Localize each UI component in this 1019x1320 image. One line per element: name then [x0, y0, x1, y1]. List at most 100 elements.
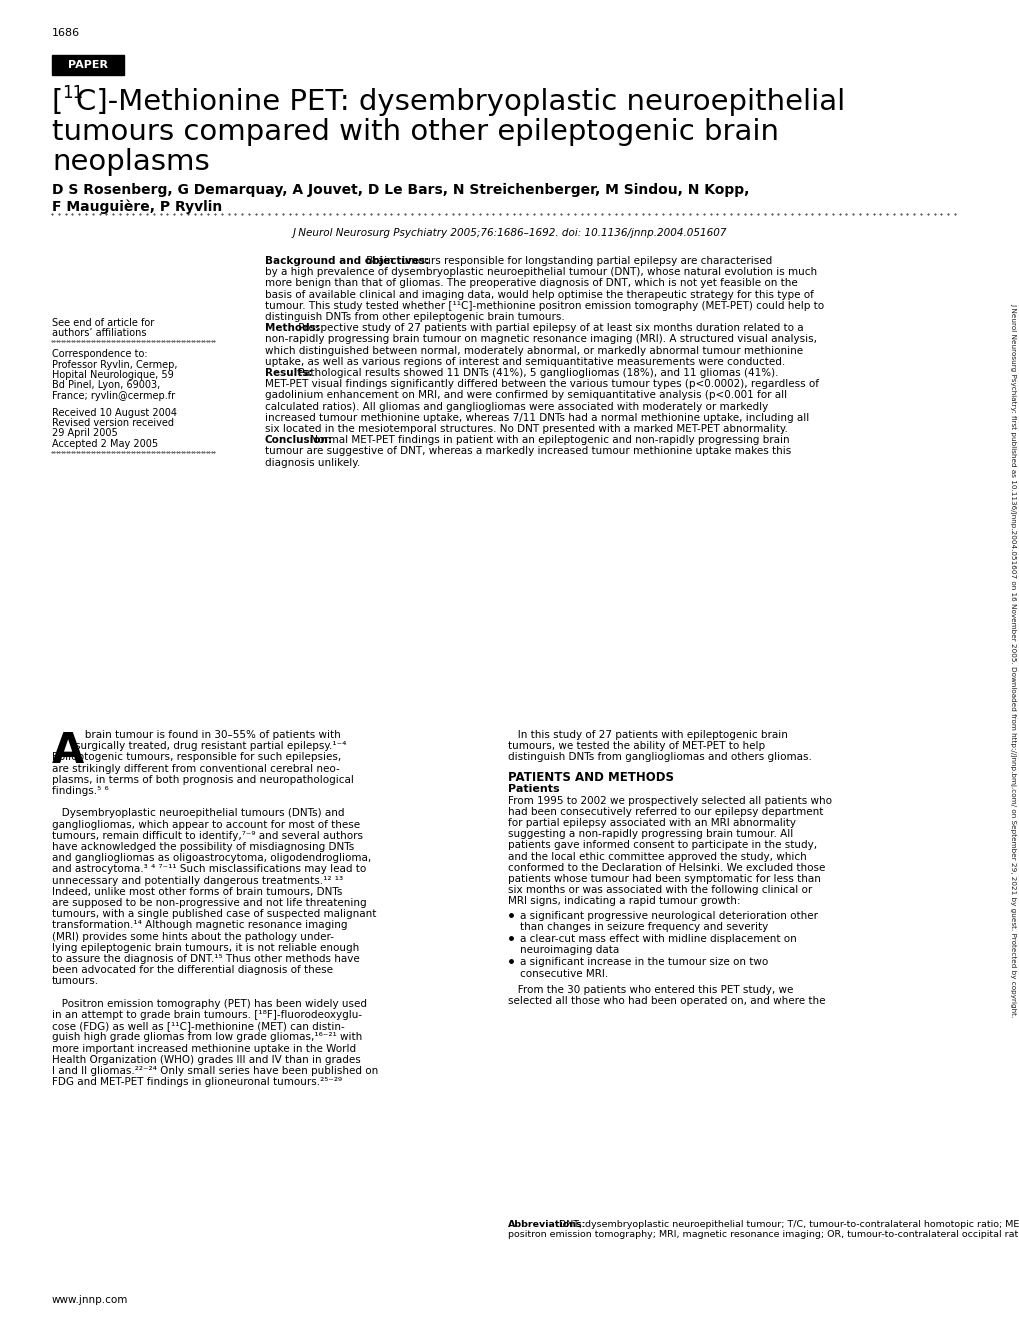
Text: selected all those who had been operated on, and where the: selected all those who had been operated… — [507, 997, 824, 1006]
Text: six months or was associated with the following clinical or: six months or was associated with the fo… — [507, 886, 811, 895]
Text: [: [ — [52, 88, 63, 116]
Text: In this study of 27 patients with epileptogenic brain: In this study of 27 patients with epilep… — [507, 730, 787, 741]
Text: a clear-cut mass effect with midline displacement on: a clear-cut mass effect with midline dis… — [520, 935, 796, 944]
Text: suggesting a non-rapidly progressing brain tumour. All: suggesting a non-rapidly progressing bra… — [507, 829, 793, 840]
Text: Professor Ryvlin, Cermep,: Professor Ryvlin, Cermep, — [52, 359, 177, 370]
Text: tumours compared with other epileptogenic brain: tumours compared with other epileptogeni… — [52, 117, 779, 147]
Text: patients whose tumour had been symptomatic for less than: patients whose tumour had been symptomat… — [507, 874, 820, 884]
Text: Results:: Results: — [265, 368, 312, 378]
Text: tumours.: tumours. — [52, 977, 99, 986]
Text: Received 10 August 2004: Received 10 August 2004 — [52, 408, 177, 417]
Text: and the local ethic committee approved the study, which: and the local ethic committee approved t… — [507, 851, 806, 862]
Text: patients gave informed consent to participate in the study,: patients gave informed consent to partic… — [507, 841, 816, 850]
Text: to assure the diagnosis of DNT.¹⁵ Thus other methods have: to assure the diagnosis of DNT.¹⁵ Thus o… — [52, 954, 360, 964]
Text: See end of article for: See end of article for — [52, 318, 154, 327]
Text: tumours, we tested the ability of MET-PET to help: tumours, we tested the ability of MET-PE… — [507, 742, 764, 751]
Text: DNT, dysembryoplastic neuroepithelial tumour; T/C, tumour-to-contralateral homot: DNT, dysembryoplastic neuroepithelial tu… — [555, 1220, 1019, 1229]
Text: tumour. This study tested whether [¹¹C]-methionine positron emission tomography : tumour. This study tested whether [¹¹C]-… — [265, 301, 823, 310]
Text: F Mauguière, P Ryvlin: F Mauguière, P Ryvlin — [52, 199, 222, 214]
Text: transformation.¹⁴ Although magnetic resonance imaging: transformation.¹⁴ Although magnetic reso… — [52, 920, 347, 931]
Text: a significant increase in the tumour size on two: a significant increase in the tumour siz… — [520, 957, 767, 968]
Text: more important increased methionine uptake in the World: more important increased methionine upta… — [52, 1044, 356, 1053]
Text: six located in the mesiotemporal structures. No DNT presented with a marked MET-: six located in the mesiotemporal structu… — [265, 424, 787, 434]
Text: Normal MET-PET findings in patient with an epileptogenic and non-rapidly progres: Normal MET-PET findings in patient with … — [307, 436, 789, 445]
Text: in an attempt to grade brain tumours. [¹⁸F]-fluorodeoxyglu-: in an attempt to grade brain tumours. [¹… — [52, 1010, 362, 1020]
Text: PATIENTS AND METHODS: PATIENTS AND METHODS — [507, 771, 674, 784]
Text: neoplasms: neoplasms — [52, 148, 210, 176]
Text: cose (FDG) as well as [¹¹C]-methionine (MET) can distin-: cose (FDG) as well as [¹¹C]-methionine (… — [52, 1022, 344, 1031]
Text: C]-Methionine PET: dysembryoplastic neuroepithelial: C]-Methionine PET: dysembryoplastic neur… — [76, 88, 845, 116]
Text: gangliogliomas, which appear to account for most of these: gangliogliomas, which appear to account … — [52, 820, 360, 829]
Text: consecutive MRI.: consecutive MRI. — [520, 969, 607, 978]
Text: and astrocytoma.³ ⁴ ⁷⁻¹¹ Such misclassifications may lead to: and astrocytoma.³ ⁴ ⁷⁻¹¹ Such misclassif… — [52, 865, 366, 874]
Text: diagnosis unlikely.: diagnosis unlikely. — [265, 458, 360, 467]
Text: Conclusion:: Conclusion: — [265, 436, 332, 445]
FancyBboxPatch shape — [52, 55, 124, 75]
Text: had been consecutively referred to our epilepsy department: had been consecutively referred to our e… — [507, 807, 822, 817]
Text: positron emission tomography; MRI, magnetic resonance imaging; OR, tumour-to-con: positron emission tomography; MRI, magne… — [507, 1230, 1019, 1239]
Text: brain tumour is found in 30–55% of patients with: brain tumour is found in 30–55% of patie… — [75, 730, 340, 741]
Text: for partial epilepsy associated with an MRI abnormality: for partial epilepsy associated with an … — [507, 818, 795, 828]
Text: Revised version received: Revised version received — [52, 418, 174, 428]
Text: J Neurol Neurosurg Psychiatry 2005;76:1686–1692. doi: 10.1136/jnnp.2004.051607: J Neurol Neurosurg Psychiatry 2005;76:16… — [292, 228, 727, 238]
Text: I and II gliomas.²²⁻²⁴ Only small series have been published on: I and II gliomas.²²⁻²⁴ Only small series… — [52, 1067, 378, 1076]
Text: Epileptogenic tumours, responsible for such epilepsies,: Epileptogenic tumours, responsible for s… — [52, 752, 341, 763]
Text: 11: 11 — [62, 84, 84, 102]
Text: France; ryvlin@cermep.fr: France; ryvlin@cermep.fr — [52, 391, 175, 401]
Text: authors’ affiliations: authors’ affiliations — [52, 329, 147, 338]
Text: From 1995 to 2002 we prospectively selected all patients who: From 1995 to 2002 we prospectively selec… — [507, 796, 832, 805]
Text: than changes in seizure frequency and severity: than changes in seizure frequency and se… — [520, 921, 767, 932]
Text: Bd Pinel, Lyon, 69003,: Bd Pinel, Lyon, 69003, — [52, 380, 160, 391]
Text: tumours, with a single published case of suspected malignant: tumours, with a single published case of… — [52, 909, 376, 919]
Text: a significant progressive neurological deterioration other: a significant progressive neurological d… — [520, 911, 817, 920]
Text: conformed to the Declaration of Helsinki. We excluded those: conformed to the Declaration of Helsinki… — [507, 863, 824, 873]
Text: From the 30 patients who entered this PET study, we: From the 30 patients who entered this PE… — [507, 985, 793, 995]
Text: been advocated for the differential diagnosis of these: been advocated for the differential diag… — [52, 965, 332, 975]
Text: increased tumour methionine uptake, whereas 7/11 DNTs had a normal methionine up: increased tumour methionine uptake, wher… — [265, 413, 808, 422]
Text: tumours, remain difficult to identify,⁷⁻⁹ and several authors: tumours, remain difficult to identify,⁷⁻… — [52, 830, 363, 841]
Text: FDG and MET-PET findings in glioneuronal tumours.²⁵⁻²⁹: FDG and MET-PET findings in glioneuronal… — [52, 1077, 341, 1088]
Text: tumour are suggestive of DNT, whereas a markedly increased tumour methionine upt: tumour are suggestive of DNT, whereas a … — [265, 446, 791, 457]
Text: MET-PET visual findings significantly differed between the various tumour types : MET-PET visual findings significantly di… — [265, 379, 818, 389]
Text: D S Rosenberg, G Demarquay, A Jouvet, D Le Bars, N Streichenberger, M Sindou, N : D S Rosenberg, G Demarquay, A Jouvet, D … — [52, 183, 749, 197]
Text: Prospective study of 27 patients with partial epilepsy of at least six months du: Prospective study of 27 patients with pa… — [296, 323, 803, 333]
Text: PAPER: PAPER — [68, 59, 108, 70]
Text: more benign than that of gliomas. The preoperative diagnosis of DNT, which is no: more benign than that of gliomas. The pr… — [265, 279, 797, 288]
Text: unnecessary and potentially dangerous treatments.¹² ¹³: unnecessary and potentially dangerous tr… — [52, 875, 342, 886]
Text: Indeed, unlike most other forms of brain tumours, DNTs: Indeed, unlike most other forms of brain… — [52, 887, 342, 896]
Text: calculated ratios). All gliomas and gangliogliomas were associated with moderate: calculated ratios). All gliomas and gang… — [265, 401, 767, 412]
Text: are supposed to be non-progressive and not life threatening: are supposed to be non-progressive and n… — [52, 898, 366, 908]
Text: Brain tumours responsible for longstanding partial epilepsy are characterised: Brain tumours responsible for longstandi… — [363, 256, 772, 267]
Text: Abbreviations:: Abbreviations: — [507, 1220, 586, 1229]
Text: Positron emission tomography (PET) has been widely used: Positron emission tomography (PET) has b… — [52, 999, 367, 1008]
Text: basis of available clinical and imaging data, would help optimise the therapeuti: basis of available clinical and imaging … — [265, 289, 813, 300]
Text: surgically treated, drug resistant partial epilepsy.¹⁻⁴: surgically treated, drug resistant parti… — [75, 742, 346, 751]
Text: Pathological results showed 11 DNTs (41%), 5 gangliogliomas (18%), and 11 glioma: Pathological results showed 11 DNTs (41%… — [296, 368, 779, 378]
Text: lying epileptogenic brain tumours, it is not reliable enough: lying epileptogenic brain tumours, it is… — [52, 942, 359, 953]
Text: Dysembryoplastic neuroepithelial tumours (DNTs) and: Dysembryoplastic neuroepithelial tumours… — [52, 808, 344, 818]
Text: uptake, as well as various regions of interest and semiquantitative measurements: uptake, as well as various regions of in… — [265, 356, 785, 367]
Text: Health Organization (WHO) grades III and IV than in grades: Health Organization (WHO) grades III and… — [52, 1055, 361, 1065]
Text: findings.⁵ ⁶: findings.⁵ ⁶ — [52, 785, 109, 796]
Text: Patients: Patients — [507, 784, 559, 793]
Text: non-rapidly progressing brain tumour on magnetic resonance imaging (MRI). A stru: non-rapidly progressing brain tumour on … — [265, 334, 816, 345]
Text: have acknowledged the possibility of misdiagnosing DNTs: have acknowledged the possibility of mis… — [52, 842, 354, 851]
Text: and gangliogliomas as oligoastrocytoma, oligodendroglioma,: and gangliogliomas as oligoastrocytoma, … — [52, 853, 371, 863]
Text: distinguish DNTs from gangliogliomas and others gliomas.: distinguish DNTs from gangliogliomas and… — [507, 752, 811, 763]
Text: (MRI) provides some hints about the pathology under-: (MRI) provides some hints about the path… — [52, 932, 333, 941]
Text: www.jnnp.com: www.jnnp.com — [52, 1295, 128, 1305]
Text: 1686: 1686 — [52, 28, 81, 38]
Text: Correspondence to:: Correspondence to: — [52, 348, 148, 359]
Text: which distinguished between normal, moderately abnormal, or markedly abnormal tu: which distinguished between normal, mode… — [265, 346, 802, 355]
Text: by a high prevalence of dysembryoplastic neuroepithelial tumour (DNT), whose nat: by a high prevalence of dysembryoplastic… — [265, 267, 816, 277]
Text: Background and objectives:: Background and objectives: — [265, 256, 429, 267]
Text: plasms, in terms of both prognosis and neuropathological: plasms, in terms of both prognosis and n… — [52, 775, 354, 785]
Text: MRI signs, indicating a rapid tumour growth:: MRI signs, indicating a rapid tumour gro… — [507, 896, 740, 907]
Text: A: A — [52, 730, 85, 772]
Text: are strikingly different from conventional cerebral neo-: are strikingly different from convention… — [52, 763, 339, 774]
Text: J Neurol Neurosurg Psychiatry: first published as 10.1136/jnnp.2004.051607 on 16: J Neurol Neurosurg Psychiatry: first pub… — [1009, 302, 1015, 1018]
Text: Accepted 2 May 2005: Accepted 2 May 2005 — [52, 440, 158, 449]
Text: neuroimaging data: neuroimaging data — [520, 945, 619, 956]
Text: gadolinium enhancement on MRI, and were confirmed by semiquantitative analysis (: gadolinium enhancement on MRI, and were … — [265, 391, 787, 400]
Text: guish high grade gliomas from low grade gliomas,¹⁶⁻²¹ with: guish high grade gliomas from low grade … — [52, 1032, 362, 1043]
